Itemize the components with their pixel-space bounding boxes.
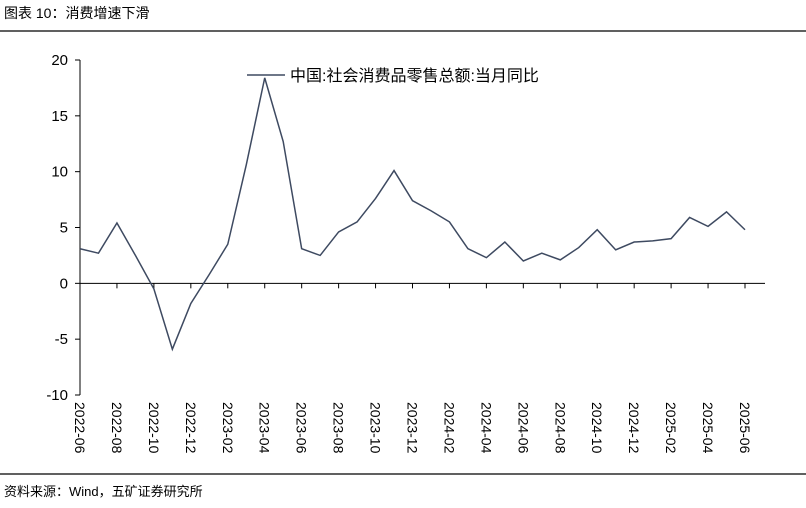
x-tick-label: 2023-08 bbox=[331, 402, 347, 454]
x-tick-label: 2024-04 bbox=[478, 402, 494, 454]
x-tick-label: 2023-02 bbox=[220, 402, 236, 454]
series-line bbox=[79, 77, 746, 352]
x-tick-label: 2025-06 bbox=[737, 402, 753, 454]
x-tick-label: 2024-08 bbox=[552, 402, 568, 454]
legend-label: 中国:社会消费品零售总额:当月同比 bbox=[290, 67, 539, 85]
x-tick-label: 2022-10 bbox=[146, 402, 162, 454]
y-tick-label: 5 bbox=[60, 220, 68, 237]
y-tick-label: -5 bbox=[55, 331, 68, 348]
x-tick-label: 2023-12 bbox=[405, 402, 421, 454]
x-tick-label: 2023-10 bbox=[368, 402, 384, 454]
x-tick-label: 2024-12 bbox=[626, 402, 642, 454]
x-tick-label: 2022-08 bbox=[109, 402, 125, 454]
x-tick-label: 2023-04 bbox=[257, 402, 273, 454]
x-tick-label: 2025-02 bbox=[663, 402, 679, 454]
y-tick-label: 0 bbox=[60, 275, 68, 292]
y-tick-label: 15 bbox=[51, 108, 68, 125]
page-title: 图表 10：消费增速下滑 bbox=[4, 5, 149, 21]
x-tick-label: 2024-10 bbox=[589, 402, 605, 454]
source: 资料来源：Wind，五矿证券研究所 bbox=[4, 484, 203, 499]
y-tick-label: 20 bbox=[51, 52, 68, 69]
y-tick-label: 10 bbox=[51, 164, 68, 181]
x-tick-label: 2024-02 bbox=[441, 402, 457, 454]
x-tick-label: 2023-06 bbox=[294, 402, 310, 454]
x-tick-label: 2022-06 bbox=[72, 402, 88, 454]
x-tick-label: 2022-12 bbox=[183, 402, 199, 454]
x-tick-label: 2024-06 bbox=[515, 402, 531, 454]
x-tick-label: 2025-04 bbox=[700, 402, 716, 454]
y-tick-label: -10 bbox=[46, 387, 68, 404]
